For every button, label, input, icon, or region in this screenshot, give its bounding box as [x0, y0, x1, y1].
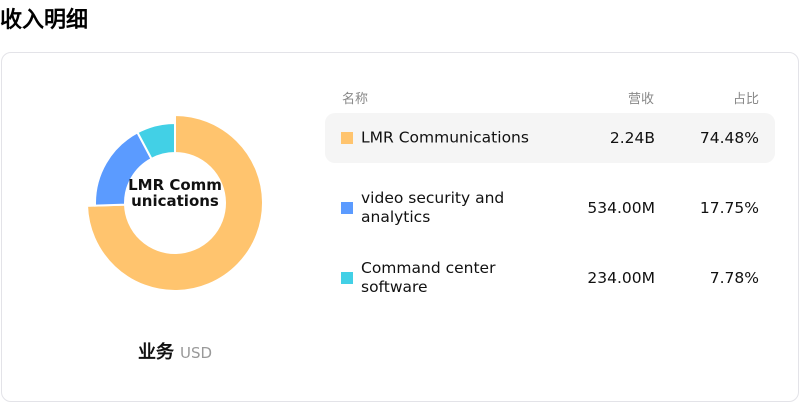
header-revenue: 营收 — [627, 92, 654, 107]
donut-slice[interactable] — [136, 121, 176, 161]
row-revenue: 534.00M — [587, 199, 655, 217]
row-percent: 74.48% — [699, 129, 759, 147]
row-name: Command center software — [361, 259, 496, 296]
header-share: 占比 — [732, 92, 759, 107]
table-row[interactable]: LMR Communications 2.24B 74.48% — [325, 113, 775, 163]
donut-chart — [86, 113, 264, 292]
donut-slice[interactable] — [86, 113, 264, 292]
caption-unit: USD — [179, 344, 213, 362]
header-name: 名称 — [342, 92, 369, 107]
legend-swatch — [341, 272, 353, 284]
caption-title: 业务 — [137, 342, 174, 363]
table-row[interactable]: video security and analytics 534.00M 17.… — [325, 183, 775, 233]
donut-center-label: LMR Communications — [128, 176, 222, 210]
row-name: video security and analytics — [361, 189, 505, 226]
row-percent: 17.75% — [699, 199, 759, 217]
legend-swatch — [341, 202, 353, 214]
row-name: LMR Communications — [361, 128, 529, 147]
page-title: 收入明细 — [0, 8, 89, 33]
row-revenue: 234.00M — [587, 269, 655, 287]
row-percent: 7.78% — [709, 269, 759, 287]
row-revenue: 2.24B — [609, 129, 655, 147]
legend-swatch — [341, 132, 353, 144]
chart-caption: 业务 USD — [0, 338, 350, 364]
table-row[interactable]: Command center software 234.00M 7.78% — [325, 253, 775, 303]
